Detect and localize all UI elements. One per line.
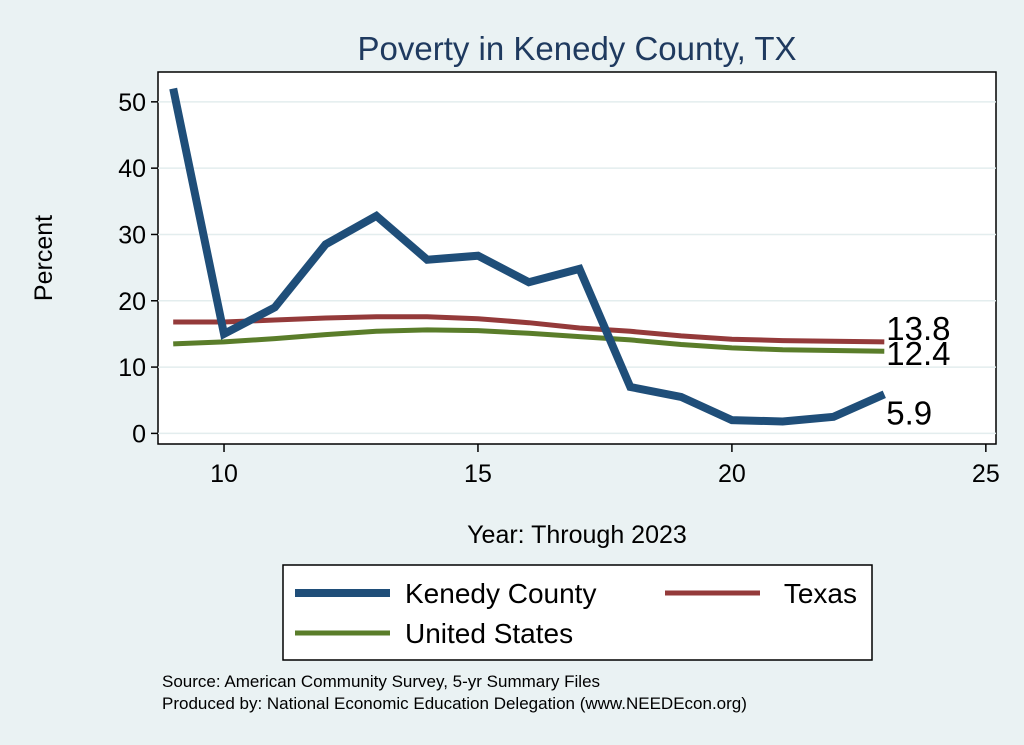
end-labels: 5.9 13.812.4 xyxy=(886,310,950,431)
y-axis-ticks: 0 10 20 30 40 50 xyxy=(118,89,158,448)
source-note: Source: American Community Survey, 5-yr … xyxy=(162,672,600,691)
series-lines xyxy=(169,87,886,426)
end-label-texas: 13.8 xyxy=(886,310,950,347)
y-tick-label-30: 30 xyxy=(118,221,146,249)
y-tick-label-50: 50 xyxy=(118,89,146,117)
legend-box xyxy=(282,564,873,661)
x-axis-title: Year: Through 2023 xyxy=(467,521,687,549)
series-line-united-states xyxy=(173,327,885,354)
legend: Kenedy County Texas United States xyxy=(295,578,857,649)
x-tick-label-15: 15 xyxy=(464,460,492,488)
y-tick-label-0: 0 xyxy=(132,420,146,448)
y-tick-label-10: 10 xyxy=(118,354,146,382)
x-axis-ticks: 10 15 20 25 xyxy=(210,444,1000,488)
end-label-kenedy-county: 5.9 xyxy=(886,394,932,431)
y-tick-label-40: 40 xyxy=(118,155,146,183)
plot-area xyxy=(157,71,997,445)
x-tick-label-20: 20 xyxy=(718,460,746,488)
x-tick-label-25: 25 xyxy=(972,460,1000,488)
y-axis-title: Percent xyxy=(30,215,58,301)
y-tick-label-20: 20 xyxy=(118,288,146,316)
legend-label-kenedy-county: Kenedy County xyxy=(405,578,596,609)
series-line-texas xyxy=(173,314,885,345)
series-line-kenedy-county xyxy=(169,87,886,426)
chart-title: Poverty in Kenedy County, TX xyxy=(357,30,796,67)
gridlines xyxy=(158,101,996,435)
legend-label-texas: Texas xyxy=(784,578,857,609)
x-tick-label-10: 10 xyxy=(210,460,238,488)
legend-label-united-states: United States xyxy=(405,618,573,649)
end-label-united-states: 12.4 xyxy=(886,335,950,372)
produced-by-note: Produced by: National Economic Education… xyxy=(162,694,747,713)
